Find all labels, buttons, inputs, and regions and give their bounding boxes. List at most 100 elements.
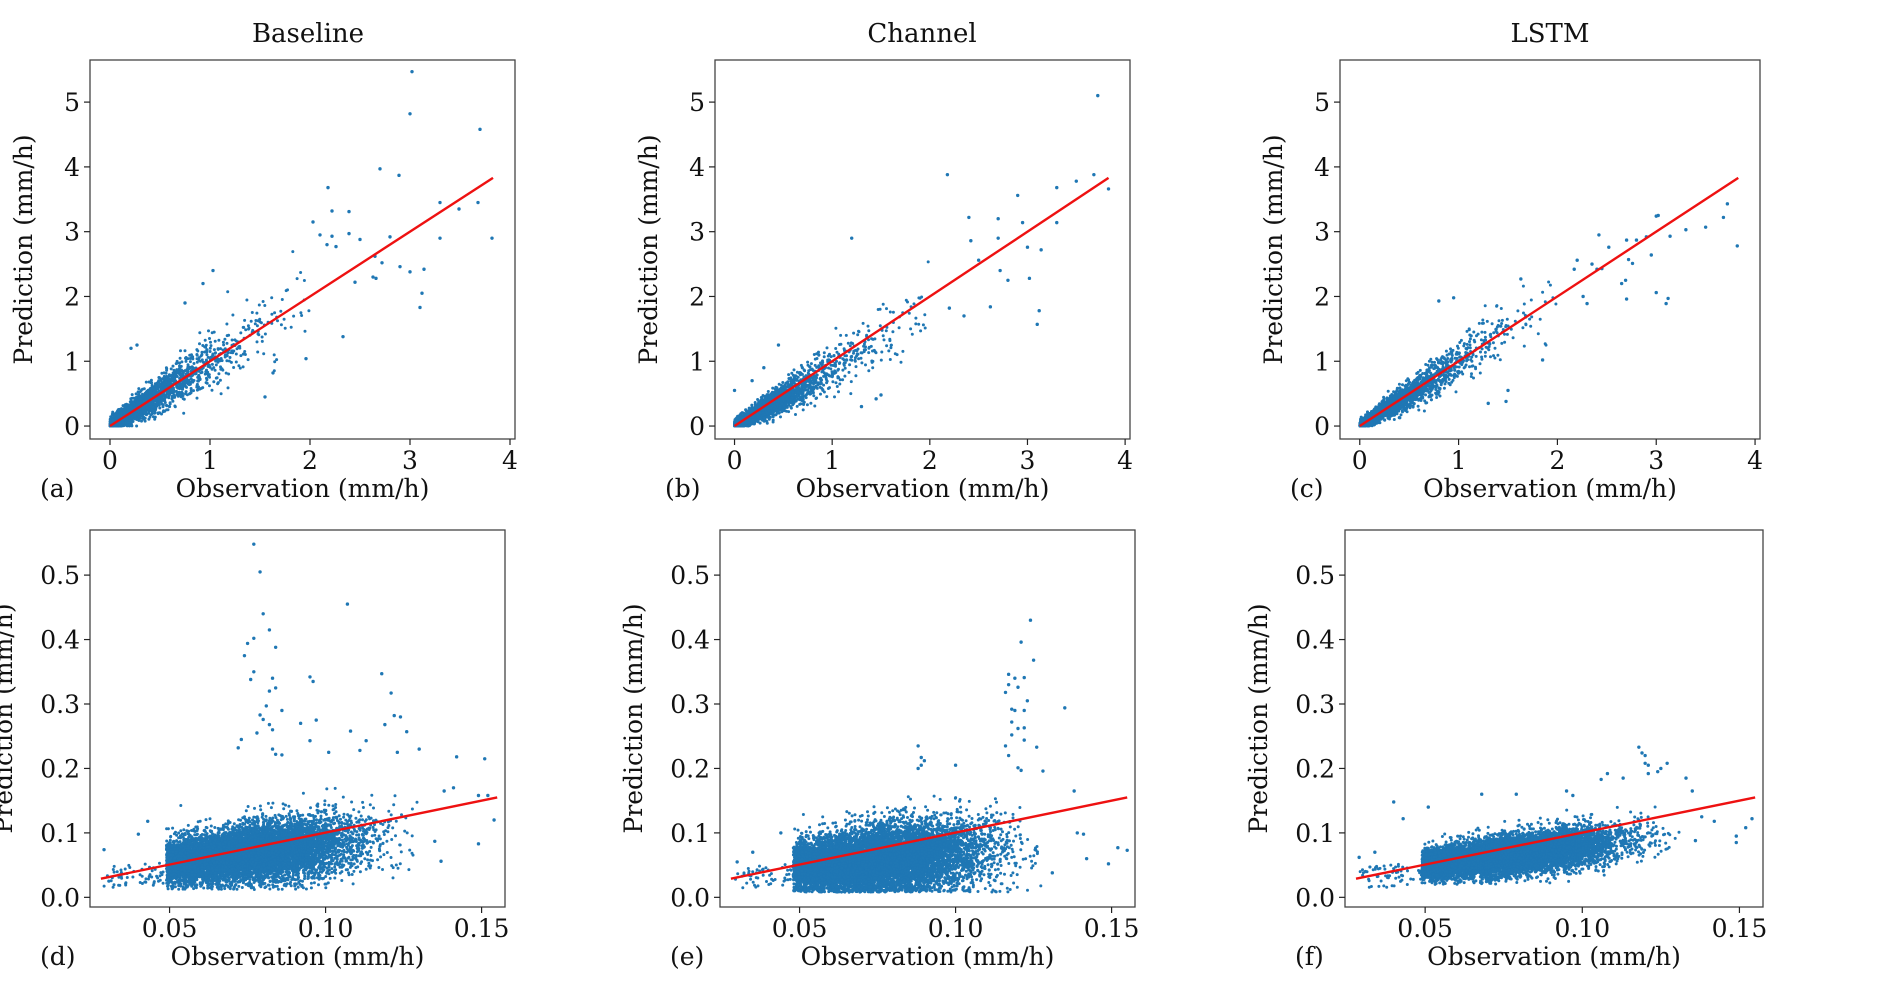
x-tick-label: 0 bbox=[102, 446, 118, 475]
data-point bbox=[857, 330, 861, 334]
data-point bbox=[201, 344, 205, 347]
data-point bbox=[773, 413, 777, 417]
data-point bbox=[825, 395, 829, 399]
data-point bbox=[168, 402, 172, 406]
data-point bbox=[910, 332, 914, 336]
data-point bbox=[160, 412, 163, 416]
data-point bbox=[914, 322, 918, 326]
y-tick-label: 3 bbox=[64, 218, 80, 247]
data-point bbox=[208, 337, 211, 340]
data-point bbox=[270, 296, 274, 300]
data-point bbox=[171, 364, 175, 368]
data-point bbox=[178, 387, 182, 391]
data-point bbox=[779, 415, 782, 419]
data-point bbox=[242, 352, 246, 356]
data-point bbox=[904, 298, 908, 302]
data-point bbox=[256, 350, 260, 354]
data-point bbox=[789, 393, 792, 396]
data-point bbox=[263, 332, 267, 336]
outlier-point bbox=[347, 231, 351, 236]
data-point bbox=[286, 288, 289, 292]
data-point bbox=[849, 380, 853, 384]
data-point bbox=[216, 381, 220, 385]
data-point bbox=[879, 358, 883, 362]
data-point bbox=[205, 381, 209, 385]
data-point bbox=[164, 379, 168, 383]
data-point bbox=[117, 414, 120, 418]
data-point bbox=[813, 378, 816, 382]
data-point bbox=[741, 414, 745, 418]
outlier-point bbox=[129, 346, 133, 350]
data-point bbox=[882, 338, 886, 342]
data-point bbox=[753, 401, 757, 404]
data-point bbox=[226, 290, 230, 294]
data-point bbox=[822, 390, 826, 394]
data-point bbox=[123, 407, 126, 411]
outlier-point bbox=[422, 267, 426, 271]
data-point bbox=[212, 380, 216, 384]
data-point bbox=[118, 423, 121, 427]
data-point bbox=[300, 314, 304, 317]
data-point bbox=[834, 347, 838, 350]
data-point bbox=[210, 362, 214, 366]
data-point bbox=[841, 368, 845, 372]
outlier-point bbox=[418, 305, 422, 310]
data-point bbox=[909, 327, 913, 331]
data-point bbox=[162, 409, 166, 413]
data-point bbox=[891, 330, 895, 334]
data-point bbox=[787, 410, 791, 414]
data-point bbox=[204, 345, 208, 349]
data-point bbox=[830, 370, 834, 374]
data-point bbox=[303, 329, 307, 333]
data-point bbox=[842, 361, 846, 365]
data-point bbox=[860, 361, 864, 365]
data-point bbox=[190, 380, 194, 384]
data-point bbox=[245, 298, 249, 302]
data-point bbox=[148, 394, 152, 398]
data-point bbox=[759, 396, 763, 399]
data-point bbox=[847, 370, 851, 374]
data-point bbox=[180, 387, 184, 391]
data-point bbox=[234, 339, 238, 343]
data-point bbox=[198, 342, 201, 346]
outlier-point bbox=[398, 264, 402, 269]
data-point bbox=[217, 357, 221, 361]
data-point bbox=[161, 398, 165, 402]
scatter-points bbox=[108, 69, 494, 428]
data-point bbox=[794, 413, 797, 416]
data-point bbox=[757, 402, 761, 406]
data-point bbox=[262, 352, 266, 356]
data-point bbox=[260, 335, 264, 339]
data-point bbox=[207, 373, 211, 377]
data-point bbox=[819, 392, 822, 396]
data-point bbox=[153, 415, 157, 419]
outlier-point bbox=[408, 270, 412, 274]
data-point bbox=[173, 404, 177, 408]
data-point bbox=[804, 396, 808, 400]
data-point bbox=[183, 380, 187, 384]
data-point bbox=[203, 350, 207, 354]
data-point bbox=[276, 319, 279, 323]
data-point bbox=[199, 386, 203, 390]
data-point bbox=[822, 374, 826, 378]
data-point bbox=[140, 414, 144, 418]
x-tick-label: 3 bbox=[402, 446, 418, 475]
data-point bbox=[761, 394, 765, 397]
data-point bbox=[866, 324, 870, 328]
data-point bbox=[121, 404, 125, 408]
data-point bbox=[291, 250, 295, 254]
data-point bbox=[179, 391, 183, 395]
data-point bbox=[803, 383, 807, 386]
data-point bbox=[258, 320, 262, 324]
data-point bbox=[158, 406, 162, 410]
outlier-point bbox=[374, 276, 378, 281]
data-point bbox=[828, 352, 831, 356]
data-point bbox=[226, 386, 230, 390]
data-point bbox=[228, 356, 232, 359]
data-point bbox=[809, 362, 813, 366]
y-tick-label: 1 bbox=[64, 347, 80, 376]
data-point bbox=[189, 366, 193, 370]
data-point bbox=[807, 386, 811, 390]
data-point bbox=[824, 376, 828, 380]
data-point bbox=[843, 354, 847, 358]
